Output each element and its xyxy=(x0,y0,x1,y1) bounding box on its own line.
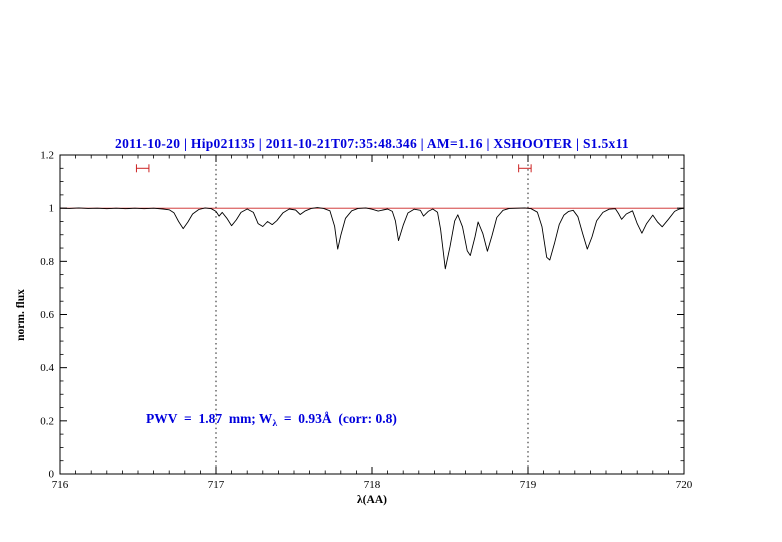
x-axis-label: λ(AA) xyxy=(357,494,387,506)
x-tick-label: 719 xyxy=(520,479,537,491)
pwv-annotation-pre: PWV = 1.87 mm; W xyxy=(146,411,273,426)
y-tick-label: 0.4 xyxy=(40,362,54,374)
x-tick-label: 718 xyxy=(364,479,381,491)
pwv-annotation-lambda-subscript: λ xyxy=(272,418,278,429)
y-tick-label: 0.6 xyxy=(40,309,54,321)
y-tick-label: 1.2 xyxy=(40,150,54,162)
pwv-annotation-post: = 0.93Å (corr: 0.8) xyxy=(277,411,397,426)
y-tick-label: 0.8 xyxy=(40,256,54,268)
pwv-annotation: PWV = 1.87 mm; Wλ = 0.93Å (corr: 0.8) xyxy=(146,411,397,429)
y-axis-label: norm. flux xyxy=(15,289,27,341)
y-tick-label: 0.2 xyxy=(40,415,54,427)
x-tick-label: 717 xyxy=(208,479,225,491)
spectrum-line xyxy=(59,207,685,270)
page-title: 2011-10-20 | Hip021135 | 2011-10-21T07:3… xyxy=(115,136,629,151)
y-tick-label: 1 xyxy=(49,203,55,215)
x-tick-label: 716 xyxy=(52,479,69,491)
x-tick-label: 720 xyxy=(676,479,693,491)
y-tick-label: 0 xyxy=(49,469,55,481)
